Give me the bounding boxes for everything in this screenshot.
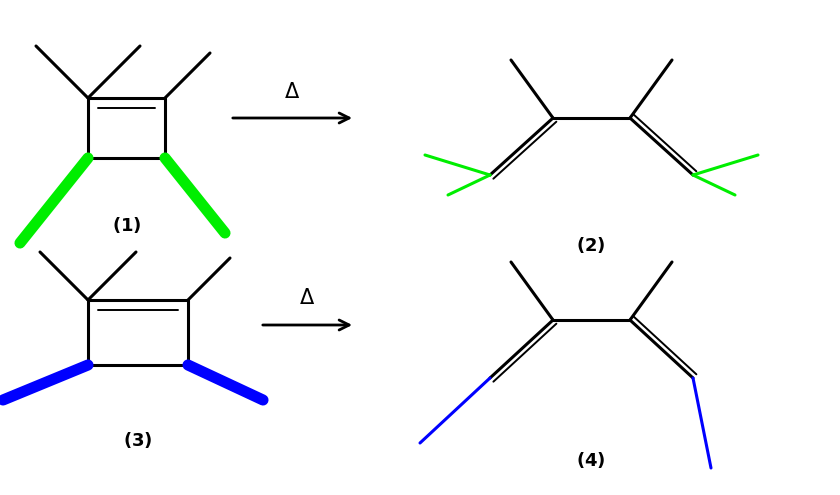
Text: $\Delta$: $\Delta$ bbox=[284, 82, 300, 102]
Text: $\mathbf{(3)}$: $\mathbf{(3)}$ bbox=[123, 430, 153, 450]
Text: $\mathbf{(2)}$: $\mathbf{(2)}$ bbox=[576, 235, 606, 255]
Text: $\Delta$: $\Delta$ bbox=[299, 288, 315, 308]
Text: $\mathbf{(4)}$: $\mathbf{(4)}$ bbox=[576, 450, 606, 470]
Text: $\mathbf{(1)}$: $\mathbf{(1)}$ bbox=[113, 215, 142, 235]
